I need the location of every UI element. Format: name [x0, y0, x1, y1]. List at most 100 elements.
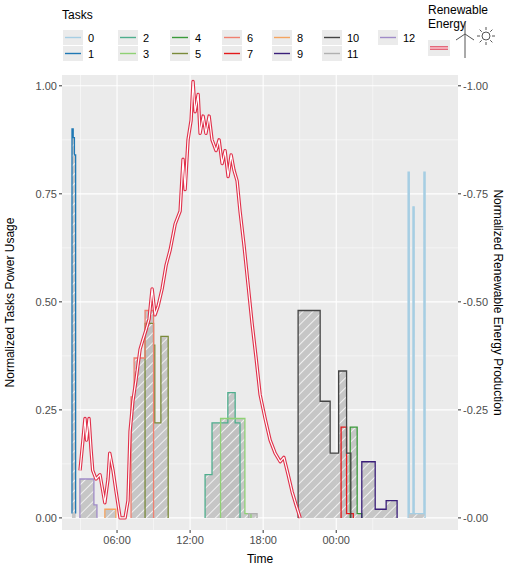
grid-minor [62, 247, 458, 248]
y-tick [59, 517, 62, 518]
y2-tick-label: -0.50 [463, 296, 488, 308]
y2-tick [458, 409, 461, 410]
turbine-blade [465, 34, 474, 40]
y2-tick-label: -0.25 [463, 404, 488, 416]
task-line [350, 427, 362, 518]
x-tick-label: 12:00 [176, 534, 204, 546]
task-area [298, 310, 351, 517]
grid-major [190, 75, 191, 530]
task-line [362, 462, 397, 518]
grid-major [62, 301, 458, 302]
legend-label: 5 [195, 48, 201, 60]
grid-minor [62, 139, 458, 140]
task-area [105, 509, 116, 518]
y2-tick [458, 85, 461, 86]
sun-ray [477, 36, 480, 37]
sun-ray [490, 40, 492, 42]
plot-area [72, 81, 425, 517]
task-area [362, 462, 397, 518]
legend-key [65, 37, 81, 38]
legend-title-line: Energy [428, 17, 466, 31]
task-area [408, 172, 425, 518]
legend-key [120, 37, 136, 38]
y-tick [59, 301, 62, 302]
sun-ray [486, 42, 487, 45]
sun-ray [490, 30, 492, 32]
task-area [72, 129, 76, 518]
legend-label: 10 [347, 32, 359, 44]
legend-title-line: Renewable [428, 3, 488, 17]
y2-tick-label: -0.00 [463, 512, 488, 524]
grid-minor [62, 355, 458, 356]
x-tick [117, 530, 118, 533]
legend-label: 7 [247, 48, 253, 60]
task-line [80, 479, 97, 518]
y-tick [59, 85, 62, 86]
legend-label: 11 [347, 48, 358, 60]
sun-core [482, 32, 490, 40]
y2-tick [458, 301, 461, 302]
y-tick-label: 0.00 [36, 512, 57, 524]
grid-major [62, 193, 458, 194]
turbine-blade [456, 34, 465, 40]
legend-key [324, 53, 340, 54]
sun-icon [477, 27, 495, 45]
grid-major [62, 85, 458, 86]
legend-key [274, 37, 290, 38]
energy-line-inner [80, 81, 300, 517]
y-tick-label: 0.75 [36, 188, 57, 200]
x-tick-label: 00:00 [322, 534, 350, 546]
legend-key-bg [322, 46, 342, 61]
legend-label: 1 [88, 48, 94, 60]
task-area [80, 479, 97, 518]
turbine-pole [465, 34, 466, 58]
legend-key [65, 53, 81, 54]
y-axis-title: Normalized Tasks Power Usage [3, 217, 17, 387]
legend-label: 6 [247, 32, 253, 44]
legend-key-inner [430, 47, 448, 48]
task-area [350, 427, 362, 518]
x-tick [190, 530, 191, 533]
sun-ray [492, 36, 495, 37]
y-tick [59, 193, 62, 194]
legend-key-bg [272, 30, 292, 45]
y-tick-label: 0.50 [36, 296, 57, 308]
y2-tick [458, 517, 461, 518]
legend-label: 0 [88, 32, 94, 44]
y2-axis-title: Normalized Renewable Energy Production [491, 189, 505, 415]
grid-major [263, 75, 264, 530]
grid-major [116, 75, 117, 530]
chart: 06:0012:0018:0000:000.000.250.500.751.00… [0, 0, 507, 569]
turbine-icon [456, 22, 474, 58]
legend-key-bg [63, 30, 83, 45]
legend-label: 4 [195, 32, 201, 44]
legend-label: 9 [297, 48, 303, 60]
legend-key-bg [222, 46, 242, 61]
legend-key [274, 53, 290, 54]
task-line [205, 393, 240, 518]
legend-key [120, 53, 136, 54]
y2-tick-label: -1.00 [463, 80, 488, 92]
legend-key-bg [170, 46, 190, 61]
legend-key-bg [118, 46, 138, 61]
task-line [72, 129, 76, 514]
legend-key [380, 37, 396, 38]
legend-key [172, 37, 188, 38]
legend-key-bg [322, 30, 342, 45]
y-tick-label: 1.00 [36, 80, 57, 92]
legend-title: RenewableEnergy [428, 3, 488, 31]
grid-minor [62, 463, 458, 464]
task-line [221, 419, 251, 518]
y-tick-label: 0.25 [36, 404, 57, 416]
task-line [408, 172, 425, 518]
task-area [249, 514, 258, 518]
x-tick-label: 06:00 [103, 534, 131, 546]
y2-tick [458, 193, 461, 194]
sun-ray [486, 27, 487, 30]
legend-key-bg [63, 46, 83, 61]
sun-ray [480, 30, 482, 32]
legend-key-bg [170, 30, 190, 45]
legend-label: 8 [297, 32, 303, 44]
legend-title: Tasks [62, 8, 93, 22]
legend-label: 3 [143, 48, 149, 60]
